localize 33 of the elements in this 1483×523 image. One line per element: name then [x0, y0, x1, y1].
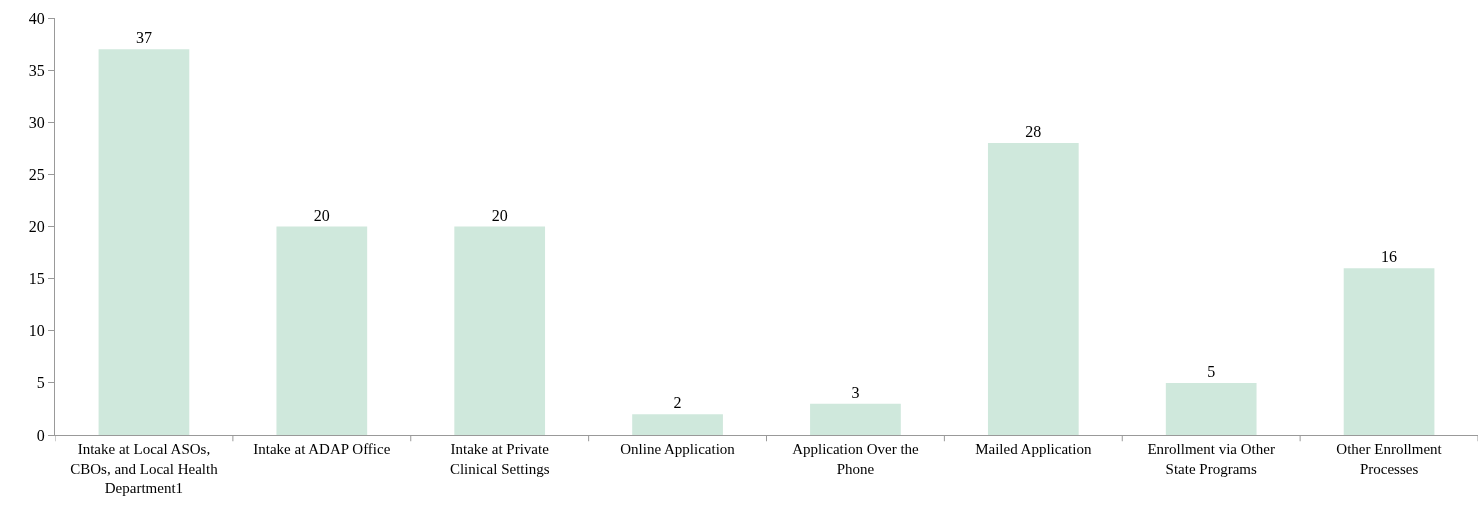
x-tick-label: Mailed Application [975, 441, 1092, 457]
bar [987, 143, 1079, 435]
bar [1343, 268, 1435, 435]
x-tick-label: Online Application [620, 441, 736, 457]
bar [98, 49, 190, 435]
y-tick-label: 40 [28, 9, 45, 27]
x-tick-label: Intake at Local ASOs, CBOs, and Local Health Department1 [70, 441, 219, 496]
y-tick-label: 35 [28, 61, 45, 79]
data-label: 3 [851, 383, 860, 401]
data-label: 2 [673, 394, 682, 412]
y-tick-label: 10 [28, 322, 45, 340]
data-label: 20 [491, 206, 508, 224]
x-tick-label: Enrollment via Other State Programs [1147, 441, 1275, 477]
x-tick-label: Application Over the Phone [792, 441, 920, 477]
data-label: 37 [135, 29, 152, 47]
bar [276, 226, 368, 435]
data-label: 16 [1381, 248, 1398, 266]
y-tick-label: 5 [36, 374, 45, 392]
y-tick-label: 20 [28, 218, 45, 236]
bar [1165, 382, 1257, 435]
y-tick-label: 30 [28, 113, 45, 131]
bar [454, 226, 546, 435]
y-tick-label: 15 [28, 270, 45, 288]
x-tick-label: Intake at Private Clinical Settings [449, 441, 550, 477]
x-tick-label: Other Enrollment Processes [1336, 441, 1443, 477]
y-tick-label: 0 [36, 426, 45, 444]
y-tick-label: 25 [28, 165, 45, 183]
bar [810, 403, 901, 435]
data-label: 20 [313, 206, 330, 224]
data-label: 28 [1025, 123, 1042, 141]
data-label: 5 [1207, 362, 1216, 380]
bar [632, 414, 723, 435]
x-tick-label: Intake at ADAP Office [253, 441, 391, 457]
